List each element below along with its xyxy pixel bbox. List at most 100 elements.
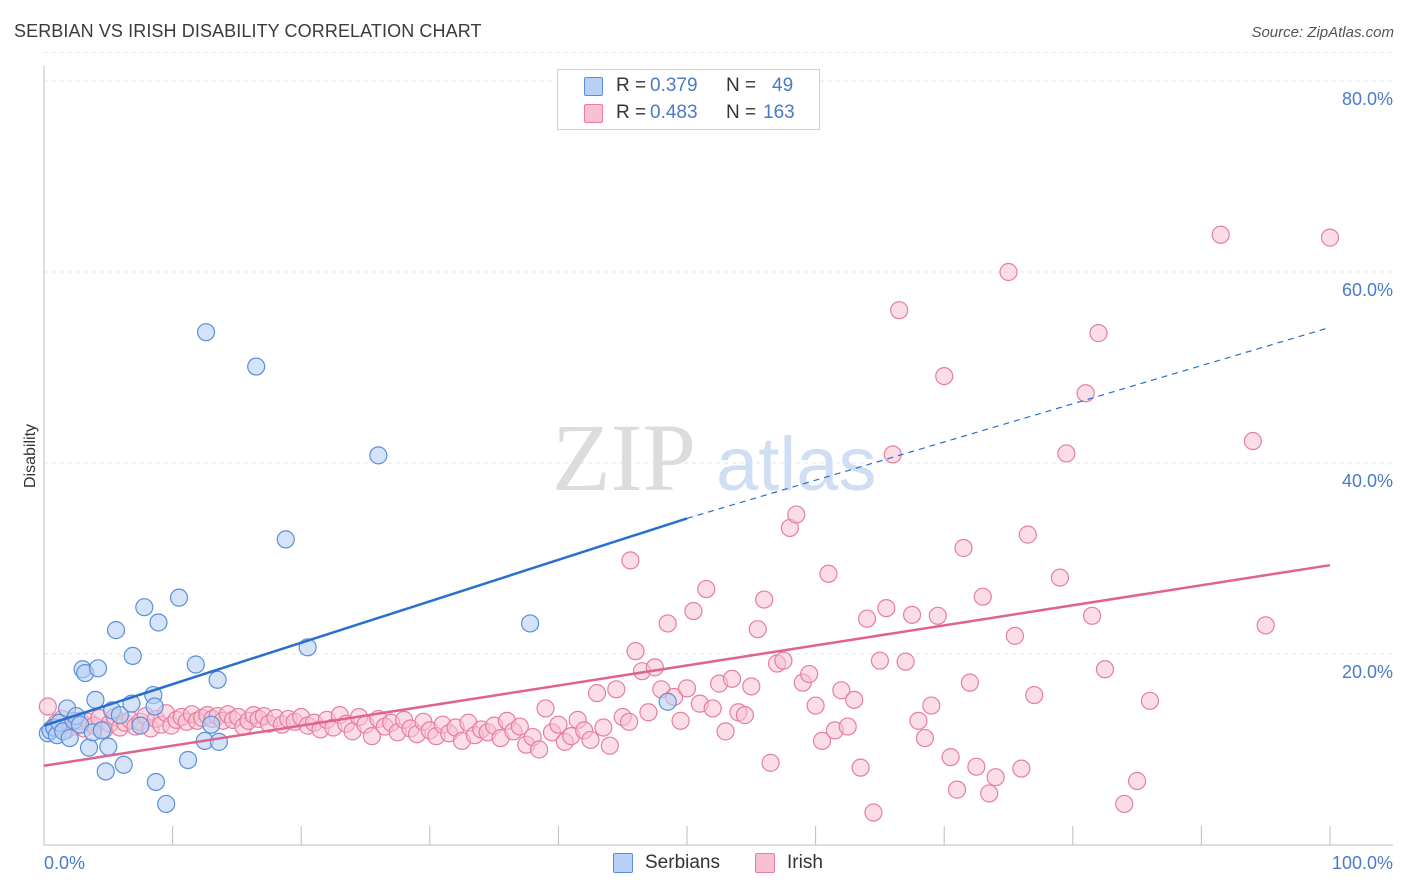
irish-point xyxy=(870,651,890,670)
legend-n-label: N = xyxy=(726,102,757,123)
source-label: Source: ZipAtlas.com xyxy=(1251,24,1394,41)
legend: R = 0.379 N = 49 R = 0.483 N = 163 xyxy=(557,69,820,130)
serbians-trend-extension xyxy=(686,326,1331,519)
bottom-legend-label-serbians: Serbians xyxy=(645,852,720,873)
watermark: ZIP atlas xyxy=(552,404,877,511)
irish-point xyxy=(703,699,722,718)
grid-layer xyxy=(44,51,1393,655)
irish-point xyxy=(587,684,607,703)
serbian-point xyxy=(247,357,266,376)
irish-point xyxy=(851,758,870,777)
irish-point xyxy=(941,748,960,767)
serbian-point xyxy=(521,614,540,633)
irish-point xyxy=(947,780,967,799)
serbian-point xyxy=(99,737,118,756)
irish-point xyxy=(960,673,980,692)
irish-point xyxy=(922,696,941,715)
irish-point xyxy=(1012,759,1031,778)
irish-point xyxy=(677,679,697,698)
serbian-point xyxy=(157,794,176,814)
serbian-point xyxy=(369,446,388,465)
irish-point xyxy=(935,366,954,386)
irish-point xyxy=(742,677,761,696)
irish-point xyxy=(581,730,600,750)
irish-point xyxy=(1082,606,1102,625)
y-tick-label: 40.0% xyxy=(1342,471,1393,491)
irish-point xyxy=(594,718,613,737)
irish-point xyxy=(1095,660,1115,679)
serbian-points xyxy=(38,323,677,814)
serbian-point xyxy=(276,530,295,549)
irish-point xyxy=(787,505,806,524)
legend-r-value: 0.379 xyxy=(650,75,698,96)
y-axis-label: Disability xyxy=(22,424,39,488)
axes-layer xyxy=(43,66,1393,846)
x-tick-label: 100.0% xyxy=(1332,853,1393,873)
irish-point xyxy=(658,614,677,633)
serbian-point xyxy=(88,659,108,678)
serbians-trend-line xyxy=(43,517,688,727)
irish-point xyxy=(980,784,999,803)
irish-point xyxy=(838,717,857,736)
irish-point xyxy=(639,703,658,722)
serbian-point xyxy=(60,728,79,748)
serbian-point xyxy=(149,613,168,632)
serbian-point xyxy=(79,738,99,757)
irish-point xyxy=(909,711,928,730)
irish-point xyxy=(645,658,664,677)
irish-point xyxy=(735,706,754,725)
irish-point xyxy=(1256,616,1275,635)
irish-point xyxy=(536,699,555,718)
irish-point xyxy=(973,587,992,606)
irish-point xyxy=(1127,771,1147,791)
irish-point xyxy=(1025,685,1044,705)
irish-point xyxy=(986,768,1005,787)
irish-point xyxy=(774,651,793,670)
irish-point xyxy=(620,712,639,731)
serbian-point xyxy=(146,772,165,792)
irish-point xyxy=(510,717,529,736)
irish-point xyxy=(928,606,947,625)
irish-point xyxy=(671,711,690,730)
irish-point xyxy=(864,803,883,822)
legend-r-value: 0.483 xyxy=(650,102,698,123)
serbian-point xyxy=(169,588,189,607)
legend-n-value: 49 xyxy=(772,75,794,96)
irish-point xyxy=(722,669,742,688)
irish-point xyxy=(697,579,716,599)
serbian-point xyxy=(658,692,677,711)
serbian-point xyxy=(208,670,227,689)
serbian-point xyxy=(86,690,105,709)
serbian-point xyxy=(209,732,228,751)
irish-point xyxy=(832,681,851,700)
serbian-point xyxy=(202,715,221,734)
irish-point xyxy=(1320,228,1340,247)
bottom-legend-swatch-serbians xyxy=(613,853,633,873)
serbian-point xyxy=(96,762,115,781)
serbian-point xyxy=(123,646,142,666)
irish-trend-line xyxy=(43,563,1331,767)
irish-point xyxy=(1057,444,1076,463)
legend-r-label: R = xyxy=(616,102,647,123)
irish-point xyxy=(1115,794,1134,814)
serbian-point xyxy=(106,621,126,640)
irish-point xyxy=(1050,568,1070,587)
serbian-point xyxy=(131,716,150,735)
irish-point xyxy=(1089,324,1108,343)
ticks-layer: 20.0% 40.0% 60.0% 80.0% 0.0% 100.0% xyxy=(44,89,1393,873)
irish-point xyxy=(967,757,986,776)
serbian-point xyxy=(186,655,205,674)
serbian-point xyxy=(135,598,154,617)
irish-point xyxy=(1211,225,1230,244)
bottom-legend-swatch-irish xyxy=(755,853,775,873)
legend-n-value: 163 xyxy=(763,102,795,123)
irish-point xyxy=(626,642,645,661)
irish-point xyxy=(1243,431,1262,451)
irish-point xyxy=(549,715,568,734)
y-tick-label: 80.0% xyxy=(1342,89,1393,109)
irish-point xyxy=(896,652,915,671)
legend-swatch-serbians xyxy=(584,77,603,96)
irish-point xyxy=(800,664,819,684)
irish-point xyxy=(915,728,935,748)
irish-point xyxy=(600,736,619,755)
